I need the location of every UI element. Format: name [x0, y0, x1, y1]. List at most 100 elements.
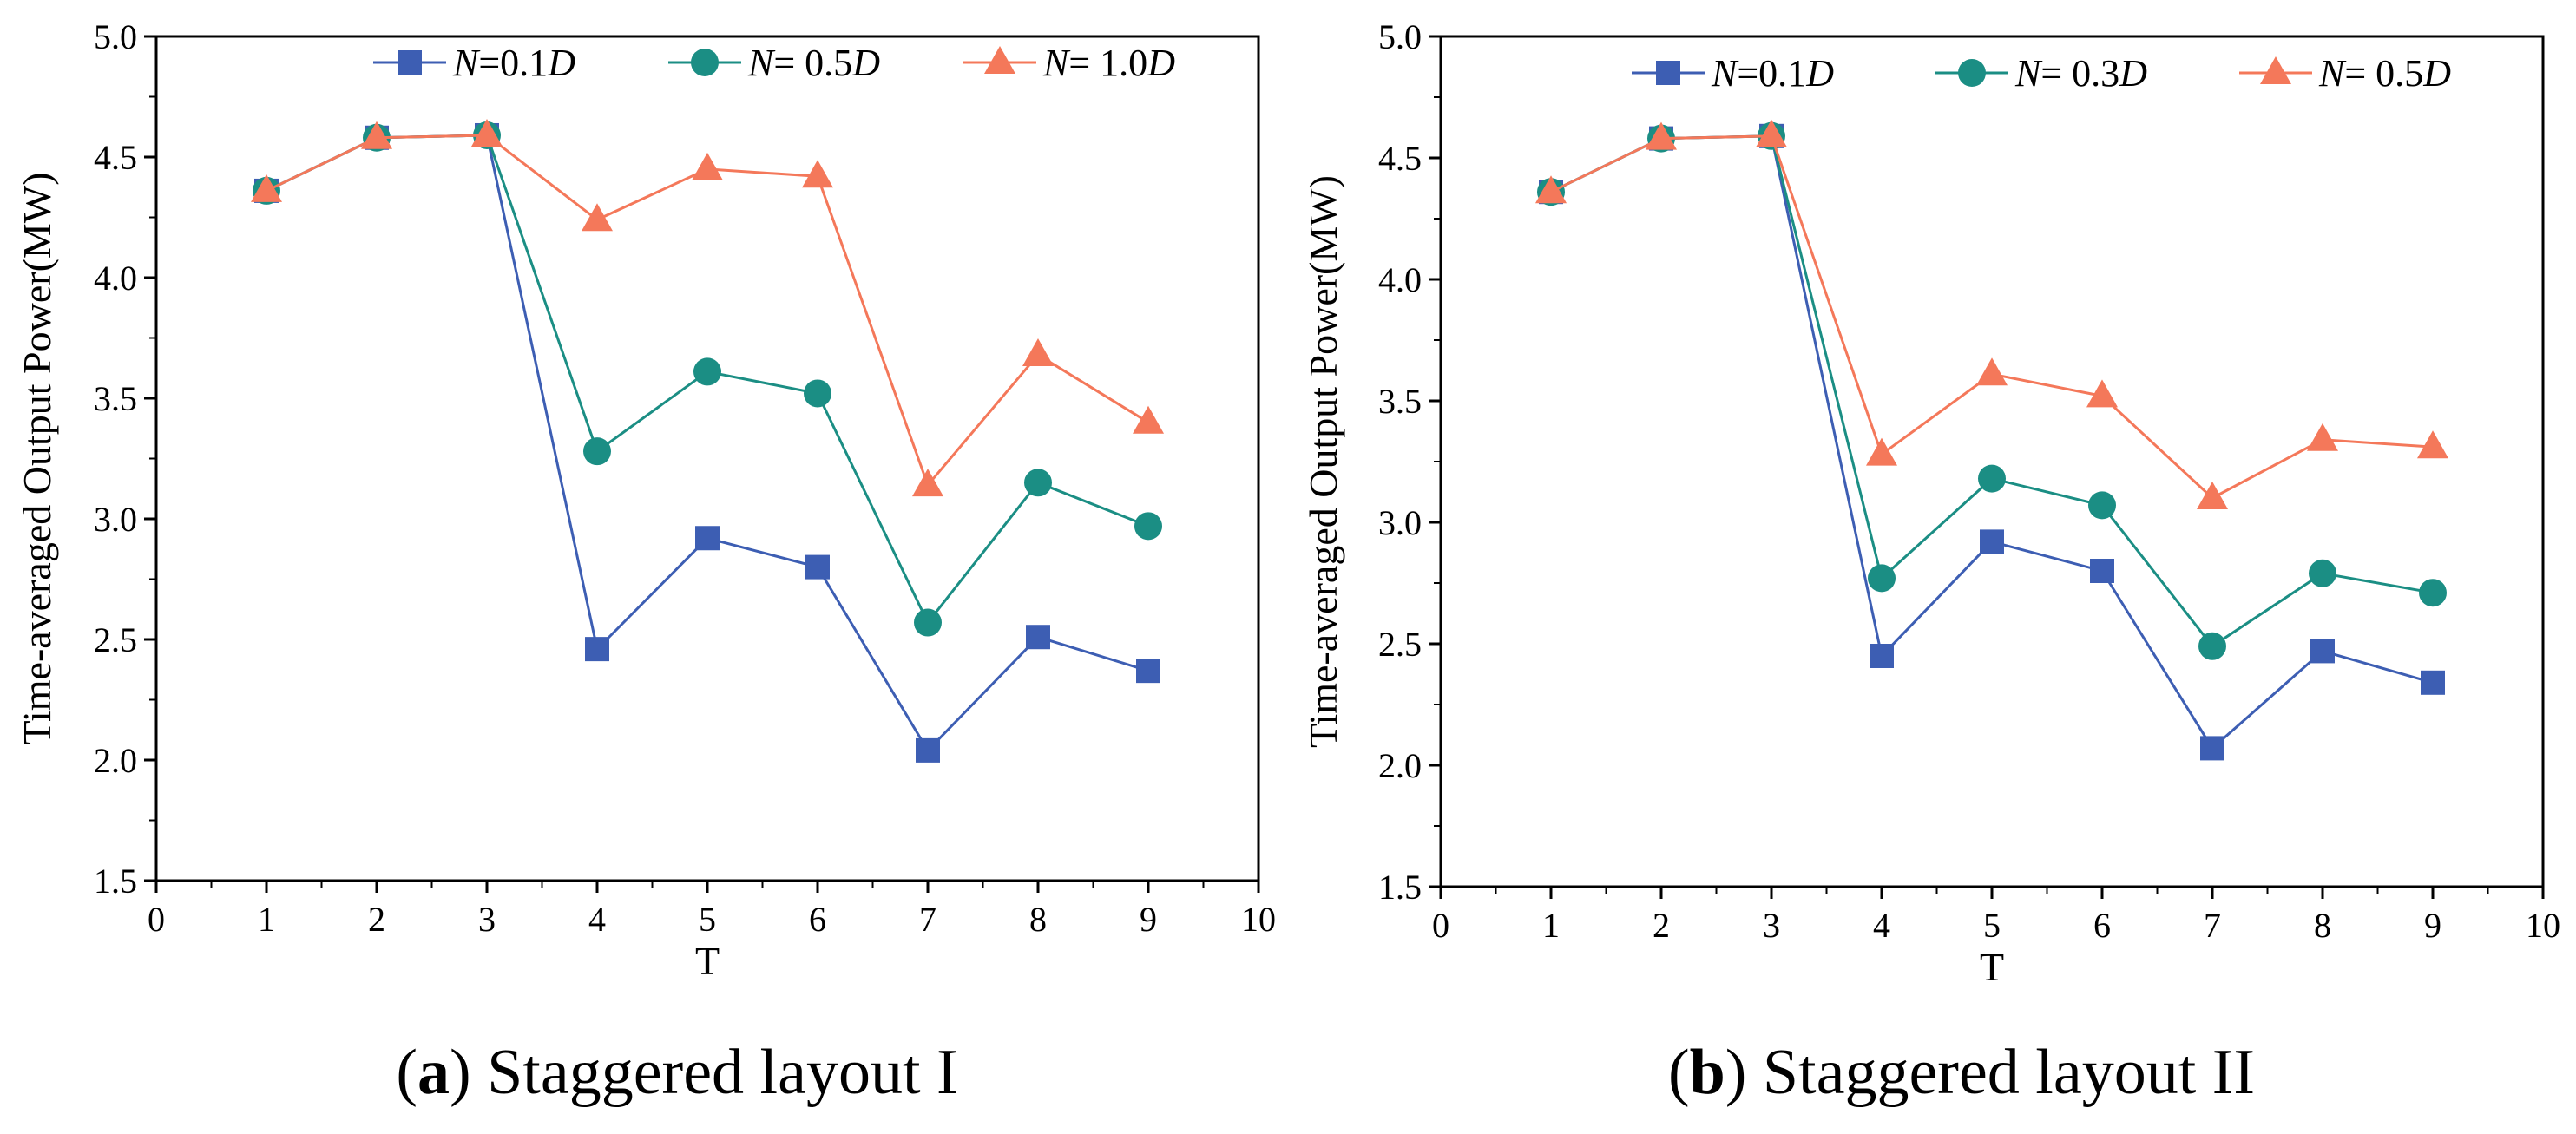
data-point-2 [1022, 338, 1054, 366]
x-tick-label: 4 [1873, 906, 1890, 945]
legend-var: N [747, 42, 776, 84]
x-axis-label: T [695, 939, 720, 983]
data-point-0 [2310, 639, 2335, 664]
x-tick-label: 6 [2093, 906, 2111, 945]
data-point-1 [804, 379, 831, 408]
data-point-2 [692, 152, 723, 180]
data-point-0 [585, 637, 609, 662]
caption-close: ) [450, 1037, 487, 1108]
data-point-2 [1646, 121, 1677, 150]
series-line-0 [1550, 134, 2434, 751]
y-tick-label: 4.5 [1378, 139, 1422, 178]
data-point-1 [2198, 632, 2226, 660]
data-point-1 [2309, 559, 2336, 587]
y-tick-label: 4.0 [94, 259, 137, 298]
y-tick-label: 3.5 [94, 379, 137, 418]
data-point-1 [914, 608, 942, 637]
x-tick-label: 1 [258, 900, 275, 939]
legend-label-0: N=0.1D [452, 42, 575, 84]
data-point-2 [2417, 430, 2448, 459]
caption-open: ( [1668, 1037, 1690, 1108]
caption-close: ) [1725, 1037, 1763, 1108]
legend-marker-1 [1958, 59, 1986, 87]
data-point-0 [1980, 529, 2004, 554]
data-point-2 [802, 160, 833, 188]
x-tick-label: 2 [368, 900, 385, 939]
data-point-2 [251, 174, 282, 202]
y-tick-label: 5.0 [94, 17, 137, 56]
x-tick-label: 8 [2314, 906, 2331, 945]
y-tick-label: 1.5 [94, 862, 137, 901]
x-tick-label: 10 [1241, 900, 1276, 939]
legend-marker-2 [2260, 56, 2291, 84]
x-tick-label: 7 [2204, 906, 2221, 945]
legend-marker-2 [984, 46, 1015, 74]
data-point-0 [2090, 559, 2114, 583]
y-tick-label: 3.0 [1378, 503, 1422, 542]
data-point-1 [1868, 564, 1896, 593]
x-tick-label: 10 [2526, 906, 2560, 945]
legend-unit: D [547, 42, 575, 84]
data-point-0 [2421, 670, 2445, 695]
legend-unit: D [1805, 52, 1834, 95]
data-point-0 [1026, 625, 1050, 650]
y-axis-label: Time-averaged Output Power(MW) [1301, 175, 1345, 748]
data-point-2 [1133, 405, 1164, 434]
legend-eq: = 0.3 [2040, 52, 2119, 95]
y-tick-label: 2.5 [94, 620, 137, 659]
x-tick-label: 5 [1983, 906, 2001, 945]
legend-eq: = 0.5 [2344, 52, 2423, 95]
data-point-2 [582, 203, 613, 232]
legend-eq: =0.1 [1737, 52, 1806, 95]
y-tick-label: 2.0 [94, 741, 137, 780]
y-tick-label: 3.5 [1378, 382, 1422, 421]
legend-unit: D [2119, 52, 2147, 95]
legend-marker-1 [691, 49, 719, 76]
y-tick-label: 2.0 [1378, 746, 1422, 785]
legend-eq: =0.1 [478, 42, 548, 84]
data-point-0 [916, 737, 940, 763]
data-point-1 [693, 357, 721, 386]
x-tick-label: 9 [2424, 906, 2441, 945]
x-tick-label: 0 [148, 900, 165, 939]
series-line-0 [266, 134, 1149, 753]
panel-b: 0 1 2 3 4 5 6 7 8 9 10 1.5 2.0 2.5 3.0 3.5 4.0 4.5 5.0 T Tim… [1301, 17, 2560, 1108]
data-point-2 [471, 118, 503, 147]
legend-var: N [2014, 52, 2043, 95]
x-tick-label: 8 [1029, 900, 1047, 939]
legend-var: N [452, 42, 481, 84]
data-point-0 [1136, 659, 1160, 684]
legend-var: N [1711, 52, 1739, 95]
data-point-1 [583, 437, 611, 466]
x-tick-label: 5 [699, 900, 716, 939]
data-point-1 [2419, 579, 2447, 607]
data-point-2 [1866, 437, 1897, 466]
x-tick-label: 3 [1763, 906, 1780, 945]
legend-eq: = 1.0 [1068, 42, 1147, 84]
caption-text: Staggered layout I [487, 1037, 958, 1108]
data-point-1 [1978, 464, 2006, 493]
data-point-0 [805, 554, 830, 580]
legend-marker-0 [1656, 61, 1680, 85]
x-tick-label: 1 [1542, 906, 1560, 945]
data-point-0 [695, 526, 720, 551]
data-point-2 [1756, 119, 1787, 147]
data-point-2 [1535, 175, 1567, 204]
data-point-0 [1870, 644, 1894, 668]
legend-var: N [2318, 52, 2347, 95]
caption-open: ( [396, 1037, 417, 1108]
legend-var: N [1042, 42, 1071, 84]
legend-unit: D [2422, 52, 2451, 95]
y-axis-label: Time-averaged Output Power(MW) [15, 172, 59, 744]
series-line-2 [1550, 134, 2434, 500]
x-tick-label: 2 [1653, 906, 1670, 945]
x-tick-label: 0 [1432, 906, 1449, 945]
y-tick-label: 5.0 [1378, 17, 1422, 56]
panel-a: 0 1 2 3 4 5 6 7 8 9 10 1.5 2.0 2.5 3.0 3.5 4.0 4.5 5.0 T Tim… [15, 17, 1276, 1108]
caption-text: Staggered layout II [1763, 1037, 2255, 1108]
legend-label-0: N=0.1D [1711, 52, 1834, 95]
data-point-2 [2307, 423, 2338, 451]
legend-marker-0 [398, 50, 422, 75]
series-line-1 [1550, 134, 2434, 648]
